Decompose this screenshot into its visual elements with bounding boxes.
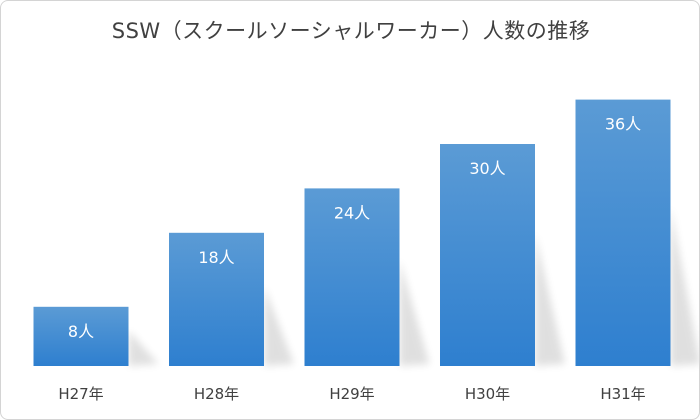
data-label: 36人: [605, 115, 641, 134]
bar-H27年: [33, 306, 129, 366]
bar-H28年: [169, 232, 264, 366]
bar-H31年: [575, 99, 671, 366]
x-tick-label: H27年: [58, 385, 103, 403]
data-label: 24人: [334, 203, 370, 222]
data-label: 18人: [198, 248, 234, 267]
chart-title: SSW（スクールソーシャルワーカー）人数の推移: [111, 19, 591, 43]
data-label: 30人: [469, 159, 505, 178]
x-tick-label: H29年: [329, 385, 374, 403]
x-tick-label: H31年: [600, 385, 645, 403]
bar-shadow: [264, 286, 294, 366]
bar-H30年: [440, 144, 535, 366]
x-tick-label: H30年: [465, 385, 510, 403]
bar-shadow: [670, 206, 699, 366]
bar-shadow: [128, 330, 159, 366]
x-tick-label: H28年: [194, 385, 239, 403]
bar-shadow: [399, 259, 430, 366]
bar-H29年: [304, 188, 400, 366]
bar-shadow: [535, 232, 565, 366]
data-label: 8人: [68, 322, 94, 341]
